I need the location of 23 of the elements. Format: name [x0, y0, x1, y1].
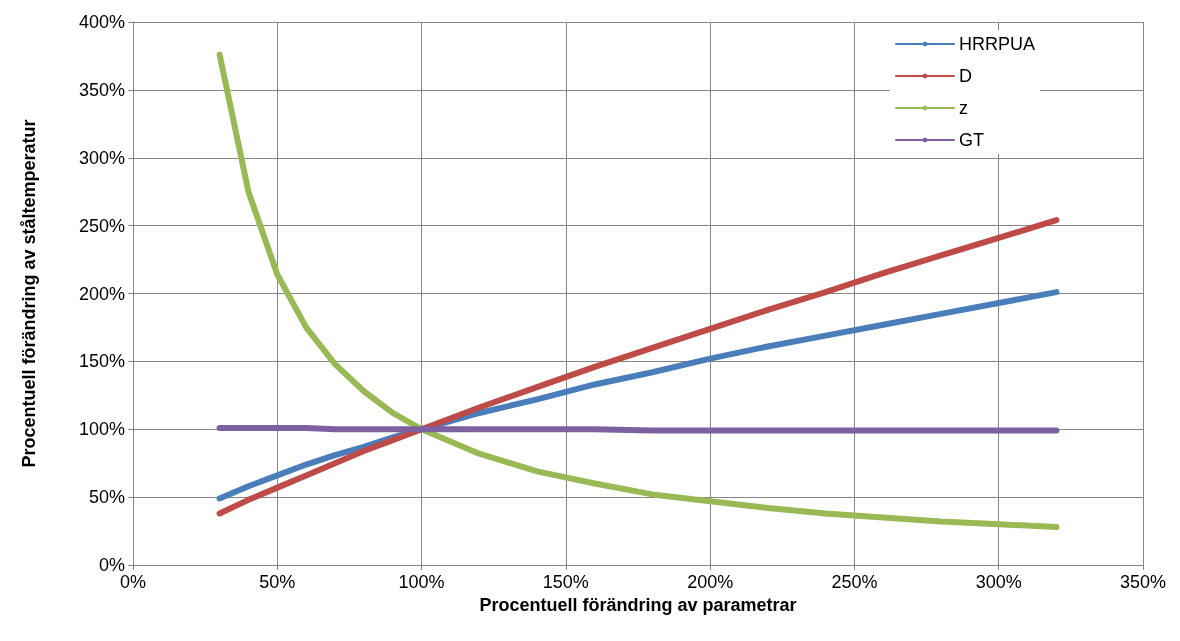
- x-tick-label: 150%: [542, 572, 589, 592]
- y-tick-label: 350%: [78, 79, 125, 100]
- y-tick-label: 250%: [78, 215, 125, 236]
- x-tick-label: 250%: [831, 572, 878, 592]
- x-tick-label: 100%: [398, 572, 445, 592]
- y-axis-title: Procentuell förändring av ståltemperatur: [19, 119, 39, 468]
- y-tick-label: 200%: [78, 283, 125, 304]
- y-tick-label: 400%: [78, 12, 125, 32]
- y-tick-label: 300%: [78, 147, 125, 168]
- x-tick-label: 200%: [687, 572, 734, 592]
- legend-label: GT: [958, 130, 984, 150]
- y-tick-label: 150%: [78, 351, 125, 372]
- x-tick-label: 350%: [1119, 572, 1167, 592]
- x-tick-label: 50%: [259, 572, 296, 592]
- legend-label: z: [958, 98, 968, 118]
- y-tick-label: 100%: [78, 419, 125, 440]
- y-tick-label: 0%: [98, 555, 125, 575]
- legend-label: HRRPUA: [958, 34, 1036, 54]
- x-axis-title: Procentuell förändring av parametrar: [479, 594, 797, 615]
- x-tick-label: 0%: [119, 572, 147, 592]
- legend-label: D: [958, 66, 972, 86]
- x-tick-label: 300%: [975, 572, 1022, 592]
- y-tick-label: 50%: [88, 487, 125, 508]
